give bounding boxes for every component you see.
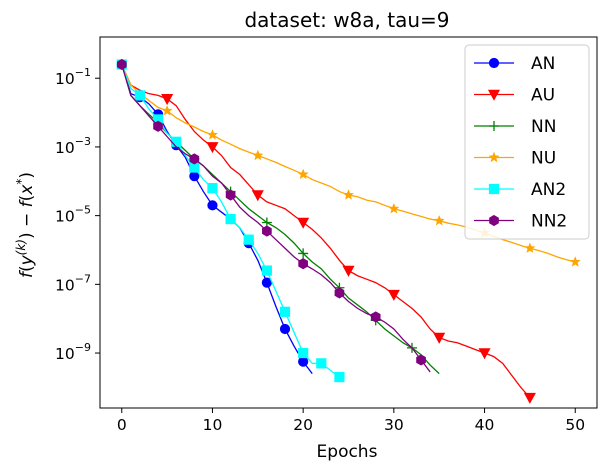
x-axis-label: Epochs [317,442,378,462]
data-point-au [387,289,400,301]
legend-label: AN2 [531,180,566,200]
legend-label: AN [531,54,555,74]
data-point-au [523,392,536,404]
legend-entry-an: AN [474,54,555,74]
data-point-nu [297,168,309,180]
data-point-an [189,171,200,182]
legend-marker [488,151,500,163]
y-tick-label: 10−9 [55,341,91,363]
data-point-an2 [279,306,291,317]
data-point-nu [524,242,536,254]
data-point-an2 [207,183,218,194]
x-tick-label: 20 [293,416,313,434]
data-point-nu [342,189,355,200]
y-tick-label: 10−3 [55,135,91,157]
legend-entry-nn2: NN2 [474,212,567,232]
data-point-au [161,94,174,106]
series-an2 [116,59,345,383]
data-point-nu [252,149,264,161]
y-axis-label: f(y(k)) − f(x*) [14,172,37,278]
legend-box [464,44,590,240]
data-point-an2 [171,136,182,147]
y-tick-label: 10−1 [55,66,91,88]
data-point-au [206,142,219,154]
legend-label: NN [531,117,556,137]
x-tick-label: 30 [384,416,404,434]
data-point-au [342,265,355,277]
data-point-nn2 [416,354,426,366]
data-point-nn [298,248,309,259]
data-point-au [433,332,446,344]
x-tick-label: 0 [117,416,127,434]
legend-marker [489,214,499,227]
data-point-nu [433,214,445,226]
data-point-au [478,348,491,360]
plot-frame [99,36,598,409]
data-point-nu [569,256,581,267]
legend-marker [488,57,500,69]
data-point-nn2 [370,311,381,323]
data-point-au [297,217,310,229]
legend: AN AU NN NU AN2 NN2 [464,44,590,240]
chart-title: dataset: w8a, tau=9 [244,8,449,32]
data-point-nu [161,104,173,116]
x-axis-ticks: 0 10 20 30 40 50 [117,408,585,434]
legend-label: NN2 [531,212,567,232]
series-an [116,59,313,375]
data-point-nu [206,128,219,140]
y-tick-label: 10−7 [55,272,91,294]
legend-label: NU [531,149,556,169]
data-point-an2 [225,213,236,225]
series-line-an [121,64,313,375]
legend-marker [488,183,500,195]
legend-entry-an2: AN2 [474,180,566,200]
data-point-nn2 [189,153,200,165]
x-tick-label: 50 [565,416,585,434]
data-point-an2 [334,371,345,383]
data-point-nn2 [334,287,345,299]
data-point-nn2 [225,189,236,201]
y-axis-ticks: 10−1 10−3 10−5 10−7 10−9 [55,66,100,363]
series-nn2 [116,58,431,373]
legend-entry-au: AU [474,86,555,106]
legend-marker [489,121,499,131]
legend-marker [487,89,501,101]
data-point-an2 [261,265,272,276]
data-point-nn2 [116,58,127,71]
series-au [121,64,536,404]
data-point-au [251,190,264,202]
data-point-an2 [298,347,309,359]
plot-area [99,36,598,409]
legend-entry-nn: NN [474,117,556,137]
data-point-an [279,323,291,335]
data-point-nn2 [153,120,163,132]
x-tick-label: 10 [203,416,223,434]
data-point-nu [388,202,400,214]
data-point-an2 [134,90,146,101]
data-point-nn2 [298,258,308,270]
data-point-an [207,200,218,211]
data-point-an2 [316,358,327,369]
data-point-an [298,356,309,367]
legend-label: AU [531,86,555,106]
legend-entry-nu: NU [474,149,556,169]
data-point-an2 [243,234,254,245]
y-tick-label: 10−5 [55,204,91,226]
data-point-nn2 [262,225,272,237]
x-tick-label: 40 [475,416,495,434]
